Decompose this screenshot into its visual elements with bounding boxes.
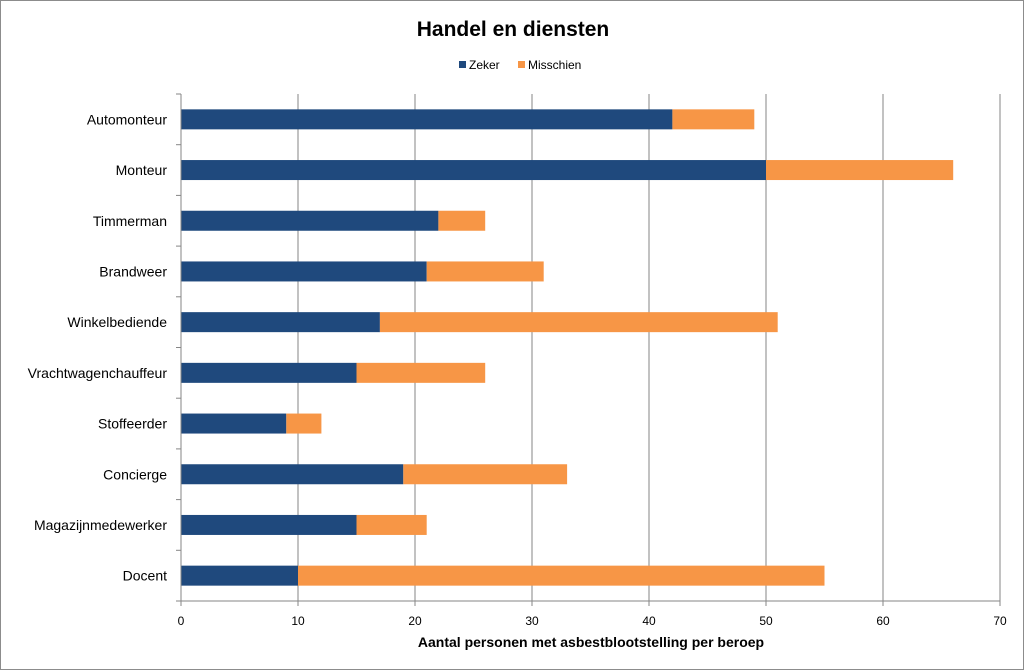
tick-labels: 0 10 20 30 40 50 60 70 <box>178 614 1007 628</box>
x-tick-label: 30 <box>525 614 539 628</box>
legend-label: Misschien <box>528 58 581 72</box>
axes <box>176 93 1001 606</box>
category-label: Monteur <box>116 162 168 178</box>
bar-misschien <box>356 362 486 383</box>
bar-zeker <box>181 109 673 130</box>
category-label: Brandweer <box>99 263 167 279</box>
bar-zeker <box>181 210 439 231</box>
category-label: Timmerman <box>93 213 167 229</box>
category-label: Stoffeerder <box>98 416 167 432</box>
x-tick-label: 60 <box>876 614 890 628</box>
bar-misschien <box>379 312 778 333</box>
x-tick-label: 40 <box>642 614 656 628</box>
bar-misschien <box>286 413 322 434</box>
legend-swatch-zeker <box>459 61 466 68</box>
bar-zeker <box>181 160 766 181</box>
x-tick-label: 50 <box>759 614 773 628</box>
bar-zeker <box>181 261 427 282</box>
bar-zeker <box>181 362 357 383</box>
x-tick-label: 20 <box>408 614 422 628</box>
x-tick-label: 0 <box>178 614 185 628</box>
category-label: Automonteur <box>87 111 167 127</box>
legend-label: Zeker <box>469 58 500 72</box>
bar-misschien <box>298 565 825 586</box>
chart-title: Handel en diensten <box>417 18 610 41</box>
bar-misschien <box>438 210 486 231</box>
x-tick-label: 10 <box>291 614 305 628</box>
x-axis-label: Aantal personen met asbestblootstelling … <box>418 634 764 650</box>
legend: Zeker Misschien <box>459 58 581 72</box>
x-tick-label: 70 <box>993 614 1007 628</box>
category-label: Vrachtwagenchauffeur <box>28 365 168 381</box>
bar-misschien <box>766 160 954 181</box>
legend-swatch-misschien <box>518 61 525 68</box>
bar-misschien <box>403 464 568 485</box>
category-labels: Automonteur Monteur Timmerman Brandweer Wink… <box>28 111 168 583</box>
category-label: Docent <box>123 568 167 584</box>
category-label: Magazijnmedewerker <box>34 517 167 533</box>
bars <box>181 109 954 586</box>
bar-misschien <box>672 109 755 130</box>
category-label: Winkelbediende <box>67 314 167 330</box>
bar-misschien <box>426 261 544 282</box>
bar-zeker <box>181 464 404 485</box>
bar-zeker <box>181 312 380 333</box>
bar-zeker <box>181 514 357 535</box>
bar-zeker <box>181 413 287 434</box>
bar-misschien <box>356 514 427 535</box>
category-label: Concierge <box>103 466 167 482</box>
bar-zeker <box>181 565 298 586</box>
